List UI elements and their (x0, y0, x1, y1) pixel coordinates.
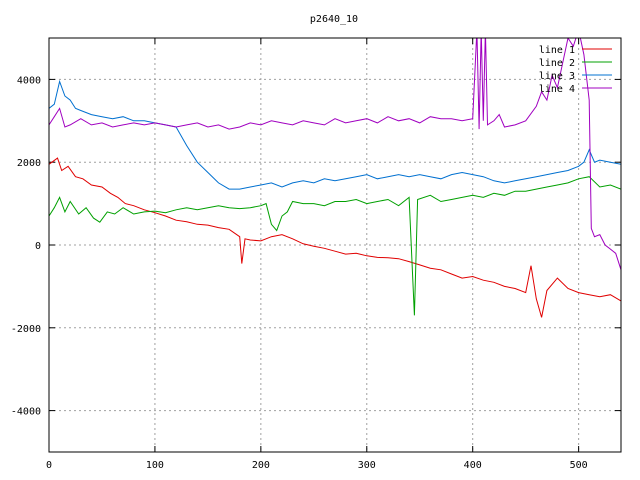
x-tick-label: 100 (146, 460, 164, 471)
axis-ticks: 0 100 200 300 400 500 -4000 -2000 0 2000 4000 (11, 38, 621, 471)
series-group (49, 38, 621, 318)
series-line-3 (49, 79, 621, 190)
series-line-4 (49, 38, 621, 270)
y-tick-label: -2000 (11, 324, 41, 335)
chart-title: p2640_10 (310, 14, 358, 25)
legend-label: line 3 (539, 71, 575, 82)
x-tick-label: 400 (464, 460, 482, 471)
y-tick-label: -4000 (11, 407, 41, 418)
y-tick-label: 0 (35, 241, 41, 252)
x-tick-label: 200 (252, 460, 270, 471)
y-tick-label: 2000 (17, 158, 41, 169)
y-tick-label: 4000 (17, 75, 41, 86)
legend-label: line 1 (539, 45, 575, 56)
series-line-1 (49, 157, 621, 318)
grid (48, 38, 621, 452)
x-tick-label: 500 (570, 460, 588, 471)
legend-label: line 4 (539, 84, 575, 95)
plot-frame (48, 37, 622, 453)
legend: line 1 line 2 line 3 line 4 (539, 45, 612, 95)
legend-label: line 2 (539, 58, 575, 69)
x-tick-label: 300 (358, 460, 376, 471)
series-line-2 (49, 176, 621, 316)
x-tick-label: 0 (46, 460, 52, 471)
